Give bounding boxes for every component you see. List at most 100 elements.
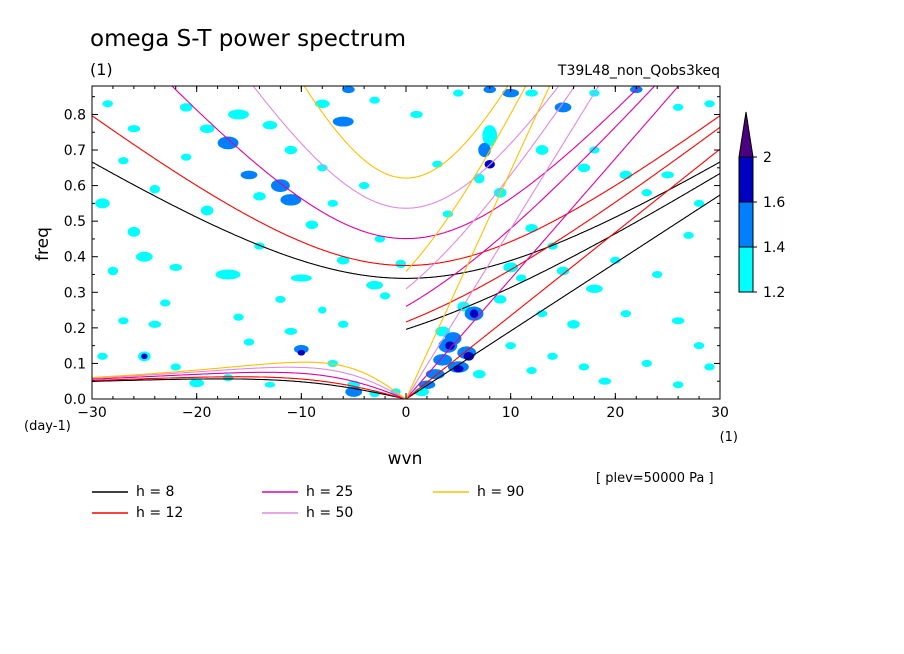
legend-label: h = 12 — [136, 505, 183, 521]
power-contour — [641, 359, 652, 367]
power-contour — [148, 320, 162, 328]
power-contour — [169, 263, 183, 271]
y-tick-label: 0.7 — [64, 143, 86, 159]
y-tick-label: 0.6 — [64, 179, 86, 195]
power-contour — [314, 99, 330, 109]
power-contour — [598, 377, 612, 385]
mixed-rossby-gravity-curve — [405, 86, 656, 307]
power-contour — [342, 86, 355, 94]
power-contour — [336, 256, 350, 265]
power-contour — [170, 363, 181, 371]
power-contour — [327, 199, 338, 207]
kelvin-wave-curve — [405, 194, 720, 399]
y-tick-label: 0.2 — [64, 321, 86, 337]
rossby-wave-curve — [92, 378, 407, 399]
x-tick-label: −10 — [287, 405, 317, 421]
colorbar-label: 1.2 — [763, 285, 785, 301]
power-contour — [200, 205, 214, 216]
y-tick-label: 0.0 — [64, 392, 86, 408]
axis-ticks: −30 −20 −10 0 10 20 30 0.0 0.1 0.2 0.3 0.4 0.5 0.6 0.7… — [64, 86, 729, 421]
power-contour — [379, 292, 391, 300]
power-contour — [526, 366, 537, 375]
y-axis-unit: (day-1) — [24, 419, 71, 434]
power-contour — [610, 256, 621, 264]
power-contour — [284, 145, 298, 155]
power-contour — [240, 170, 258, 180]
power-contour — [107, 266, 119, 276]
plot-frame — [91, 85, 721, 400]
rossby-wave-curve — [92, 371, 407, 399]
x-tick-label: −20 — [182, 405, 212, 421]
inertio-gravity-curve — [171, 86, 641, 240]
power-contour — [453, 89, 464, 97]
power-contour — [503, 262, 518, 273]
power-contour — [704, 100, 715, 108]
power-contour — [505, 342, 516, 350]
legend-label: h = 25 — [306, 484, 353, 500]
x-tick-label: −30 — [77, 405, 107, 421]
power-contour — [672, 381, 684, 389]
power-contour — [180, 153, 192, 161]
power-contour — [317, 164, 328, 172]
power-contour — [620, 310, 632, 318]
power-contour — [651, 270, 663, 279]
power-contour — [253, 191, 266, 201]
power-contour — [262, 120, 278, 130]
colorbar-top-arrow — [738, 111, 754, 158]
power-contour — [233, 313, 244, 321]
power-contour — [463, 352, 475, 361]
power-contour — [294, 344, 309, 354]
power-contour — [578, 363, 590, 371]
power-contour — [641, 189, 652, 197]
power-contour — [160, 299, 171, 307]
power-contour — [337, 320, 349, 328]
power-contour — [264, 381, 276, 388]
power-contour — [327, 359, 338, 367]
power-contour — [661, 171, 674, 179]
power-contour — [374, 235, 386, 243]
inertio-gravity-curve — [252, 86, 560, 209]
power-contour — [515, 274, 527, 282]
power-contour — [589, 146, 600, 154]
power-contour — [704, 363, 715, 371]
colorbar-label: 1.4 — [763, 240, 785, 256]
y-tick-label: 0.3 — [64, 285, 86, 301]
colorbar-swatch — [738, 246, 754, 293]
colorbar: 1.2 1.4 1.6 2 — [738, 111, 785, 301]
rossby-wave-curve — [92, 376, 407, 399]
power-contour — [217, 136, 239, 150]
inertio-gravity-curve — [303, 86, 509, 179]
power-contour — [432, 160, 443, 168]
power-contour — [366, 280, 383, 290]
power-contour — [577, 163, 591, 173]
power-contour — [567, 320, 580, 329]
power-contour — [693, 199, 705, 207]
colorbar-swatch — [738, 201, 754, 248]
power-contour — [445, 341, 455, 350]
power-contour — [215, 269, 241, 280]
power-contour — [619, 170, 633, 180]
y-tick-label: 0.4 — [64, 250, 86, 266]
power-contour — [270, 179, 290, 192]
power-contour — [472, 369, 486, 379]
power-contour — [525, 89, 538, 97]
power-contour — [135, 251, 153, 262]
x-axis-unit: (1) — [720, 430, 738, 445]
x-tick-label: 20 — [606, 405, 624, 421]
y-tick-label: 0.5 — [64, 214, 86, 230]
power-contour — [469, 309, 479, 318]
power-contour — [693, 342, 705, 350]
power-contour — [586, 284, 603, 294]
power-contour — [410, 110, 423, 119]
curve-legend: h = 8 h = 12 h = 25 h = 50 h = 90 — [92, 484, 524, 521]
power-contour — [525, 224, 538, 233]
power-contour — [318, 306, 327, 314]
kelvin-wave-curve — [405, 86, 680, 399]
mixed-rossby-gravity-curve — [405, 86, 527, 272]
power-contour — [127, 125, 141, 133]
power-contour — [97, 352, 108, 360]
rossby-wave-curve — [92, 361, 407, 399]
power-contour — [222, 374, 234, 382]
mixed-rossby-gravity-curve — [405, 86, 576, 290]
chart-title: omega S-T power spectrum — [90, 26, 406, 52]
